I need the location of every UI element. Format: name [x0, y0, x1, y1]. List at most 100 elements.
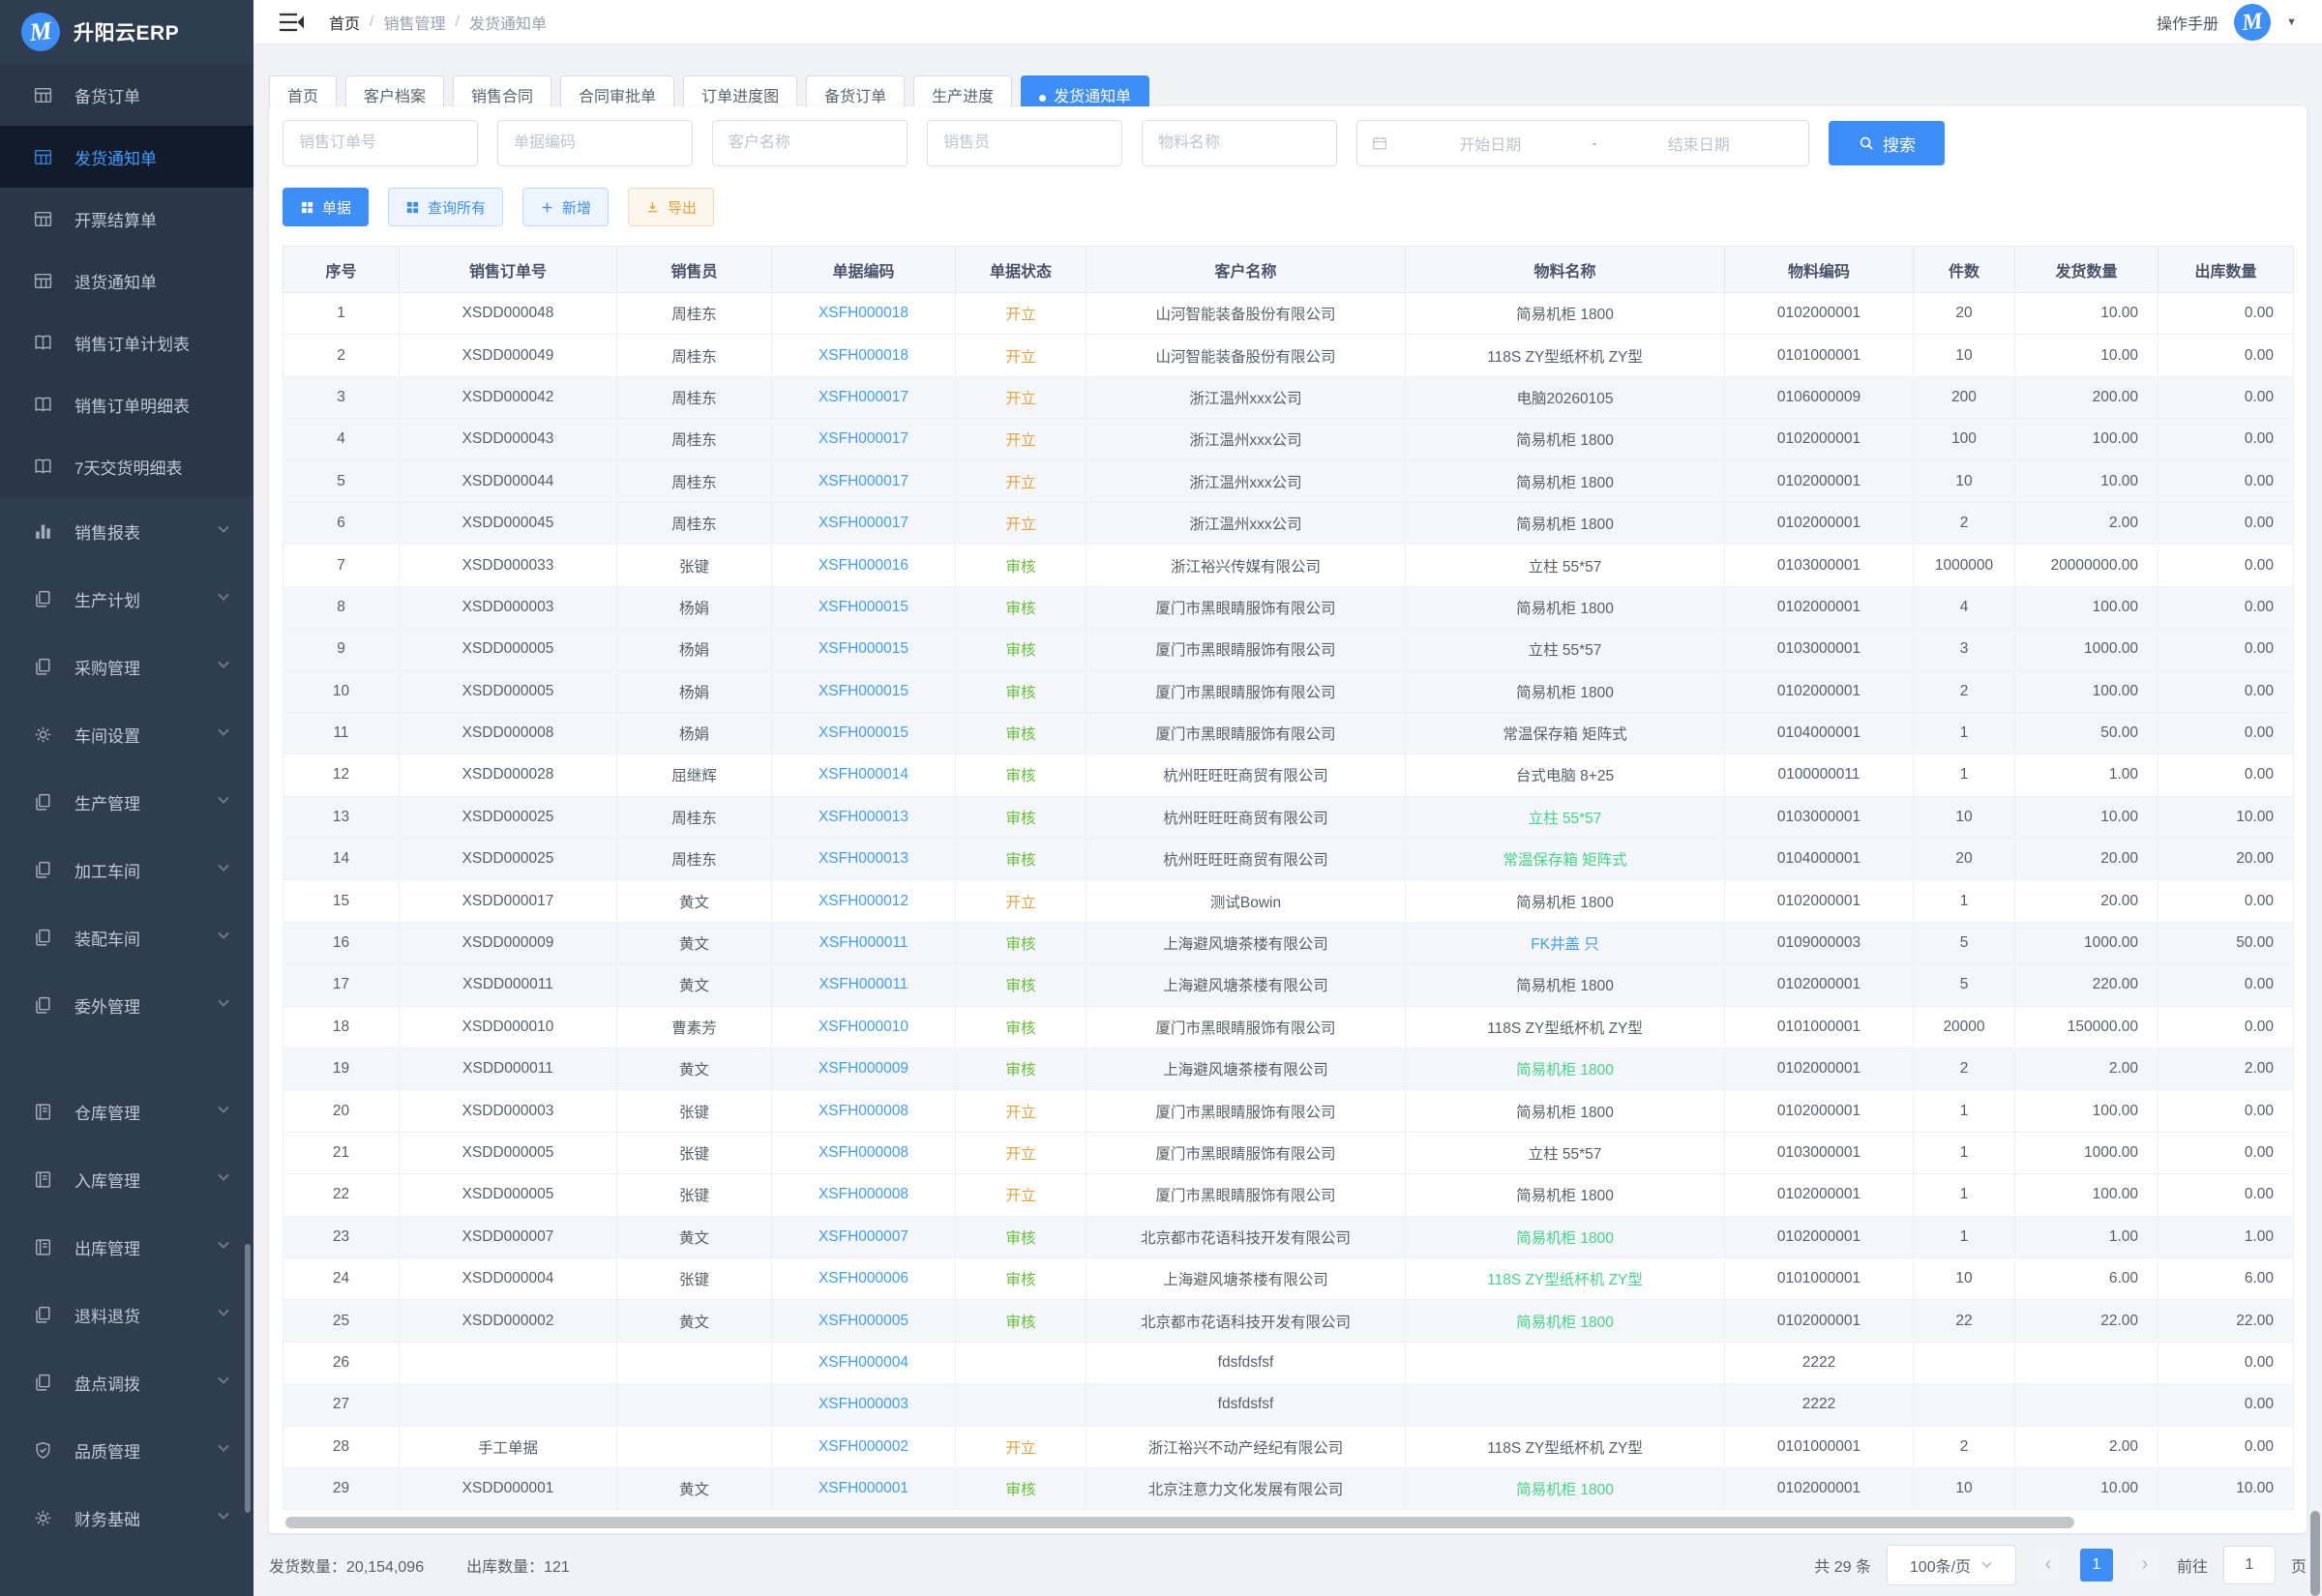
sidebar-item-17[interactable]: 出库管理: [0, 1213, 253, 1281]
toolbar-button-1[interactable]: 查询所有: [388, 188, 504, 226]
cell-doc-code: XSFH000017: [771, 459, 956, 503]
next-page-button[interactable]: ›: [2128, 1548, 2161, 1581]
page-scrollbar-thumb[interactable]: [2310, 1511, 2320, 1596]
sidebar-scrollbar[interactable]: [245, 1244, 251, 1513]
filter-input-1[interactable]: [497, 120, 693, 166]
breadcrumb-item-0[interactable]: 首页: [329, 15, 361, 33]
breadcrumb-item-1[interactable]: 销售管理: [383, 15, 446, 33]
sidebar-item-1[interactable]: 发货通知单: [0, 126, 253, 188]
sidebar-item-11[interactable]: 生产管理: [0, 768, 253, 836]
doc-code-link[interactable]: XSFH000017: [818, 515, 909, 532]
doc-code-link[interactable]: XSFH000015: [818, 682, 909, 699]
doc-code-link[interactable]: XSFH000005: [818, 1312, 909, 1329]
sidebar-item-2[interactable]: 开票结算单: [0, 188, 253, 250]
date-range-input[interactable]: 开始日期 - 结束日期: [1356, 120, 1809, 166]
sidebar-item-3[interactable]: 退货通知单: [0, 250, 253, 311]
cell-doc-status: 开立: [955, 1089, 1087, 1133]
filter-input-0[interactable]: [283, 120, 478, 166]
doc-code-link[interactable]: XSFH000007: [818, 1227, 909, 1245]
doc-code-link[interactable]: XSFH000008: [818, 1102, 909, 1119]
sidebar-item-14[interactable]: 委外管理: [0, 971, 253, 1039]
sidebar-item-6[interactable]: 7天交货明细表: [0, 435, 253, 497]
sidebar-item-7[interactable]: 销售报表: [0, 497, 253, 565]
cell-outbound-qty: 10.00: [2158, 1466, 2294, 1511]
cell-customer: 杭州旺旺旺商贸有限公司: [1086, 795, 1406, 840]
filter-input-4[interactable]: [1142, 120, 1337, 166]
doc-code-link[interactable]: XSFH000015: [818, 598, 909, 615]
sidebar-item-20[interactable]: 品质管理: [0, 1416, 253, 1484]
sidebar-item-9[interactable]: 采购管理: [0, 633, 253, 700]
doc-code-link[interactable]: XSFH000011: [819, 976, 908, 993]
doc-code-link[interactable]: XSFH000008: [818, 1186, 909, 1203]
tab-chip-7[interactable]: 发货通知单: [1021, 75, 1150, 106]
sidebar-item-15[interactable]: 仓库管理: [0, 1078, 253, 1145]
sidebar-item-0[interactable]: 备货订单: [0, 64, 253, 126]
doc-code-link[interactable]: XSFH000008: [818, 1144, 909, 1161]
sidebar-item-19[interactable]: 盘点调拨: [0, 1348, 253, 1416]
doc-code-link[interactable]: XSFH000013: [818, 808, 909, 825]
cell-salesperson: 黄文: [616, 879, 772, 923]
tab-chip-2[interactable]: 销售合同: [453, 75, 552, 106]
doc-code-link[interactable]: XSFH000004: [818, 1353, 909, 1371]
tab-chip-1[interactable]: 客户档案: [345, 75, 445, 106]
doc-code-link[interactable]: XSFH000012: [818, 892, 909, 909]
goto-page-input[interactable]: [2222, 1545, 2276, 1584]
doc-code-link[interactable]: XSFH000003: [818, 1396, 909, 1413]
avatar[interactable]: M: [2232, 1, 2273, 43]
cell-outbound-qty: 50.00: [2158, 921, 2294, 965]
current-page-button[interactable]: 1: [2079, 1548, 2113, 1581]
doc-code-link[interactable]: XSFH000015: [818, 640, 909, 658]
cell-material[interactable]: FK井盖 只: [1405, 921, 1725, 965]
cell-material-code: 0102000001: [1724, 501, 1914, 546]
cell-salesperson: 周桂东: [616, 838, 772, 881]
doc-code-link[interactable]: XSFH000011: [819, 934, 908, 952]
doc-code-link[interactable]: XSFH000014: [818, 766, 909, 783]
doc-code-link[interactable]: XSFH000018: [818, 305, 909, 322]
doc-code-link[interactable]: XSFH000016: [818, 556, 909, 574]
search-icon: [1858, 134, 1875, 152]
cell-customer: 上海避风塘茶楼有限公司: [1086, 1256, 1406, 1301]
toolbar-button-0[interactable]: 单据: [283, 188, 370, 226]
page-size-select[interactable]: 100条/页: [1886, 1544, 2016, 1585]
sidebar-item-13[interactable]: 装配车间: [0, 903, 253, 971]
sidebar-item-18[interactable]: 退料退货: [0, 1281, 253, 1348]
sidebar-item-16[interactable]: 入库管理: [0, 1145, 253, 1213]
prev-page-button[interactable]: ‹: [2031, 1548, 2065, 1581]
sidebar-item-10[interactable]: 车间设置: [0, 700, 253, 768]
doc-code-link[interactable]: XSFH000017: [818, 430, 909, 448]
manual-link[interactable]: 操作手册: [2157, 15, 2219, 33]
sidebar-item-8[interactable]: 生产计划: [0, 565, 253, 633]
collapse-menu-icon[interactable]: [279, 12, 305, 33]
doc-code-link[interactable]: XSFH000017: [818, 472, 909, 489]
toolbar-button-2[interactable]: 新增: [522, 188, 610, 226]
doc-code-link[interactable]: XSFH000010: [818, 1018, 909, 1035]
doc-code-link[interactable]: XSFH000013: [818, 850, 909, 868]
tab-chip-4[interactable]: 订单进度图: [683, 75, 798, 106]
sidebar-item-5[interactable]: 销售订单明细表: [0, 373, 253, 435]
cell-doc-code: XSFH000003: [771, 1383, 956, 1427]
doc-code-link[interactable]: XSFH000006: [818, 1270, 909, 1287]
tab-chip-6[interactable]: 生产进度: [913, 75, 1013, 106]
sidebar-item-4[interactable]: 销售订单计划表: [0, 311, 253, 373]
doc-code-link[interactable]: XSFH000002: [818, 1437, 909, 1455]
filter-input-3[interactable]: [927, 120, 1122, 166]
horizontal-scrollbar-thumb[interactable]: [285, 1517, 2075, 1529]
status-badge: 开立: [1005, 307, 1036, 324]
cell-pieces: 20: [1913, 838, 2015, 881]
toolbar-button-3[interactable]: 导出: [628, 188, 715, 226]
search-button[interactable]: 搜索: [1829, 121, 1945, 165]
doc-code-link[interactable]: XSFH000009: [818, 1060, 909, 1078]
tab-chip-0[interactable]: 首页: [269, 75, 338, 106]
filter-input-2[interactable]: [712, 120, 908, 166]
doc-code-link[interactable]: XSFH000015: [818, 724, 909, 742]
sidebar-item-21[interactable]: 财务基础: [0, 1484, 253, 1552]
table-row: 7 XSDD000033 张键 XSFH000016 审核 浙江裕兴传媒有限公司 立柱 55…: [283, 544, 2294, 587]
sidebar-item-12[interactable]: 加工车间: [0, 836, 253, 903]
doc-code-link[interactable]: XSFH000017: [818, 388, 909, 405]
doc-code-link[interactable]: XSFH000018: [818, 346, 909, 364]
doc-code-link[interactable]: XSFH000001: [818, 1480, 909, 1497]
tab-chip-3[interactable]: 合同审批单: [560, 75, 675, 106]
caret-down-icon[interactable]: ▼: [2286, 15, 2297, 28]
tab-chip-5[interactable]: 备货订单: [806, 75, 906, 106]
breadcrumb-item-2[interactable]: 发货通知单: [468, 15, 547, 33]
